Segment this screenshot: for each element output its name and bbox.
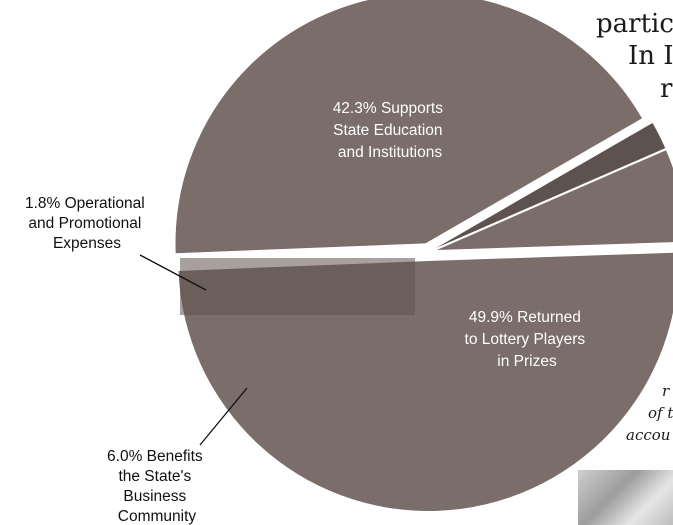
label-business-line-1: 6.0% Benefits <box>107 448 203 465</box>
label-education: 42.3% Supports State Education and Insti… <box>333 100 448 161</box>
pie-slice-business <box>436 150 673 251</box>
label-prizes-line-2: to Lottery Players <box>465 331 586 348</box>
leader-line-operational <box>139 254 207 291</box>
label-business-line-3: Business <box>123 488 186 505</box>
leader-line-business <box>199 387 248 446</box>
label-business-line-2: the State's <box>118 468 191 485</box>
background-text-line-3: r <box>660 74 673 104</box>
label-business-line-4: Community <box>118 508 197 525</box>
label-prizes: 49.9% Returned to Lottery Players in Pri… <box>465 309 590 370</box>
label-education-line-2: State Education <box>333 122 442 139</box>
label-education-line-3: and Institutions <box>338 144 443 161</box>
background-text-line-2: In I <box>628 41 673 71</box>
corner-photo <box>578 470 673 525</box>
label-prizes-line-3: in Prizes <box>497 353 557 370</box>
pie-slice-education <box>175 0 643 254</box>
pie-slice-operational <box>436 122 666 248</box>
label-business: 6.0% Benefits the State's Business Commu… <box>107 448 207 525</box>
label-education-line-1: 42.3% Supports <box>333 100 444 117</box>
label-operational-line-2: and Promotional <box>28 215 141 232</box>
caption-text-line-2: of t <box>648 404 673 422</box>
label-prizes-line-1: 49.9% Returned <box>469 309 581 326</box>
label-operational: 1.8% Operational and Promotional Expense… <box>25 195 149 252</box>
caption-text-line-1: r <box>662 382 670 400</box>
pie-slice-prizes <box>178 252 673 511</box>
caption-text-line-3: accou <box>626 426 670 444</box>
slice-shadow-band <box>180 258 415 315</box>
background-text-line-1: partic <box>596 9 673 39</box>
label-operational-line-3: Expenses <box>53 235 121 252</box>
label-operational-line-1: 1.8% Operational <box>25 195 145 212</box>
